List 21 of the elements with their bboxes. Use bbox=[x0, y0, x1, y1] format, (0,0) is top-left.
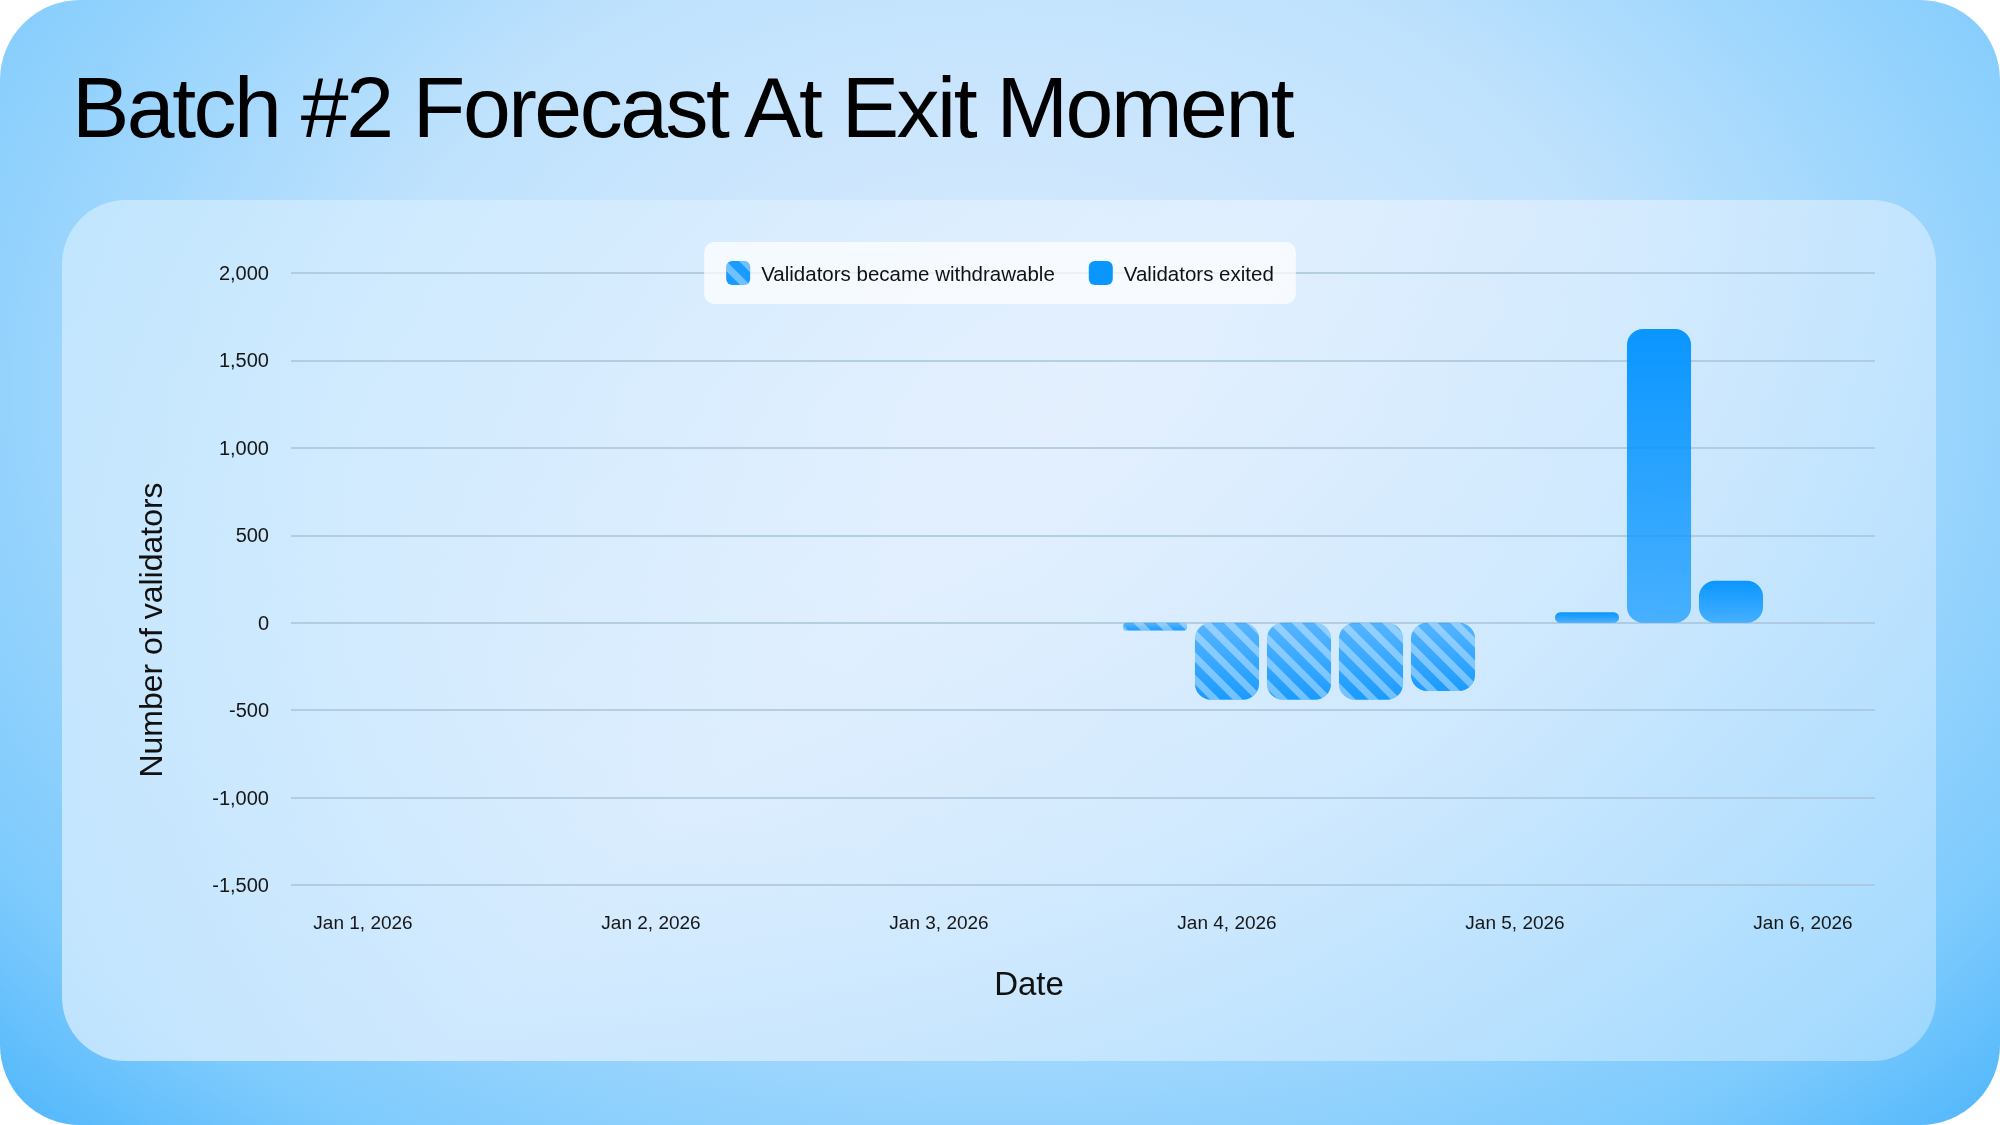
y-tick-label: 1,500 bbox=[218, 349, 269, 372]
y-tick-label: 0 bbox=[257, 611, 269, 634]
bar bbox=[1554, 612, 1620, 623]
chart-title: Batch #2 Forecast At Exit Moment bbox=[72, 59, 1294, 155]
x-tick-label: Jan 6, 2026 bbox=[1753, 912, 1853, 933]
y-tick-label: 2,000 bbox=[218, 262, 269, 284]
x-tick-label: Jan 2, 2026 bbox=[601, 912, 701, 933]
x-axis-title: Date bbox=[994, 965, 1064, 1002]
legend-label: Validators exited bbox=[1123, 261, 1274, 285]
y-tick-label: 500 bbox=[235, 524, 269, 547]
x-tick-label: Jan 3, 2026 bbox=[889, 912, 989, 933]
x-tick-label: Jan 1, 2026 bbox=[313, 912, 413, 933]
y-axis-title: Number of validators bbox=[133, 482, 169, 778]
y-tick-label: -1,500 bbox=[212, 874, 269, 896]
legend-label: Validators became withdrawable bbox=[761, 261, 1055, 285]
bar bbox=[1626, 328, 1692, 623]
y-tick-label: 1,000 bbox=[218, 436, 269, 459]
x-tick-label: Jan 5, 2026 bbox=[1465, 912, 1565, 933]
x-tick-label: Jan 4, 2026 bbox=[1177, 912, 1277, 933]
y-tick-label: -500 bbox=[228, 699, 269, 722]
y-tick-label: -1,000 bbox=[212, 786, 269, 809]
